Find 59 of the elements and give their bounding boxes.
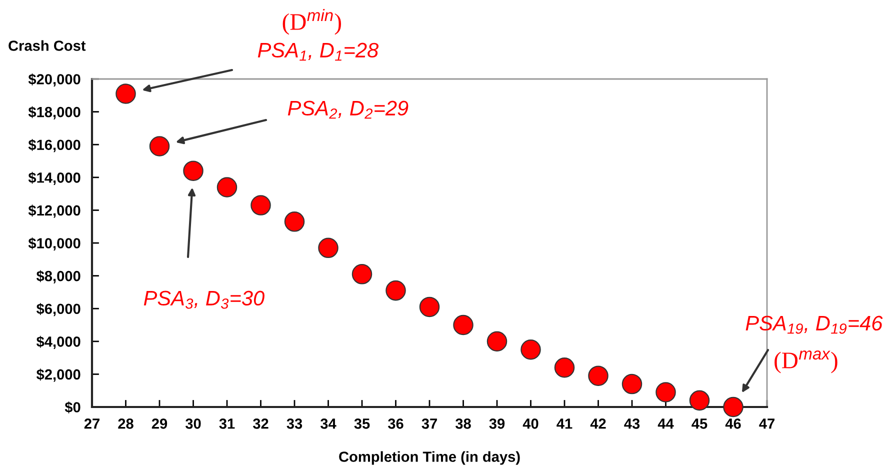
x-tick-label: 32	[252, 418, 268, 429]
point	[588, 366, 608, 386]
x-tick-label: 39	[489, 418, 505, 429]
annotation: PSA$_{2}$, D$_{2}$=29	[288, 100, 408, 119]
x-tick-label: 43	[624, 418, 640, 429]
x-tick-label: 47	[759, 418, 774, 429]
x-tick-label: 37	[422, 418, 437, 429]
point	[554, 358, 575, 378]
text: (D$^{max}$)	[774, 350, 838, 374]
point	[419, 296, 440, 318]
point	[689, 390, 710, 411]
point	[453, 314, 474, 336]
y-tick-label: $2,000	[36, 368, 80, 382]
annotation: PSA$_{3}$, D$_{3}$=30	[144, 290, 264, 309]
x-tick-label: 28	[118, 418, 134, 429]
x-tick-label: 31	[219, 418, 235, 429]
y-tick-label: $4,000	[36, 336, 80, 349]
point	[318, 238, 338, 258]
annotation: PSA$_{19}$, D$_{19}$=46	[746, 316, 883, 334]
x-tick-label: 27	[84, 418, 100, 429]
x-tick-label: 40	[522, 418, 538, 429]
y-tick-label: $6,000	[36, 303, 80, 316]
x-tick-label: 33	[286, 418, 302, 429]
point	[622, 374, 642, 394]
y-tick-label: $14,000	[28, 172, 80, 185]
point	[352, 264, 372, 284]
x-tick-label: 41	[556, 418, 572, 429]
y-axis-title: Crash Cost	[8, 40, 86, 51]
x-tick-label: 36	[388, 418, 404, 429]
point	[149, 136, 170, 156]
x-tick-label: 46	[725, 418, 741, 429]
x-tick-label: 38	[455, 418, 471, 429]
y-tick-label: $18,000	[28, 106, 80, 120]
x-axis-title: Completion Time (in days)	[339, 451, 520, 465]
y-tick-label: $16,000	[28, 139, 80, 152]
point	[116, 84, 136, 104]
point	[656, 382, 676, 402]
text: (D$^{min}$)	[282, 9, 341, 35]
point	[520, 339, 541, 360]
y-tick-label: $20,000	[28, 73, 80, 87]
x-tick-label: 45	[692, 418, 708, 429]
x-tick-label: 35	[354, 418, 370, 429]
text: PSA$_{1}$, D$_{1}$=28	[258, 42, 379, 61]
x-tick-label: 34	[320, 418, 336, 429]
point	[183, 160, 204, 181]
y-tick-label: $8,000	[36, 270, 80, 284]
point	[284, 212, 305, 232]
y-tick-label: $12,000	[28, 204, 80, 218]
point	[250, 195, 271, 216]
y-tick-label: $0	[64, 401, 80, 414]
x-tick-label: 30	[185, 418, 201, 429]
point	[216, 177, 238, 198]
x-tick-label: 42	[590, 418, 606, 429]
point	[386, 280, 406, 301]
point	[723, 396, 744, 418]
y-tick-label: $10,000	[28, 237, 80, 251]
x-tick-label: 29	[152, 418, 168, 429]
point	[486, 331, 508, 352]
x-tick-label: 44	[658, 418, 674, 429]
